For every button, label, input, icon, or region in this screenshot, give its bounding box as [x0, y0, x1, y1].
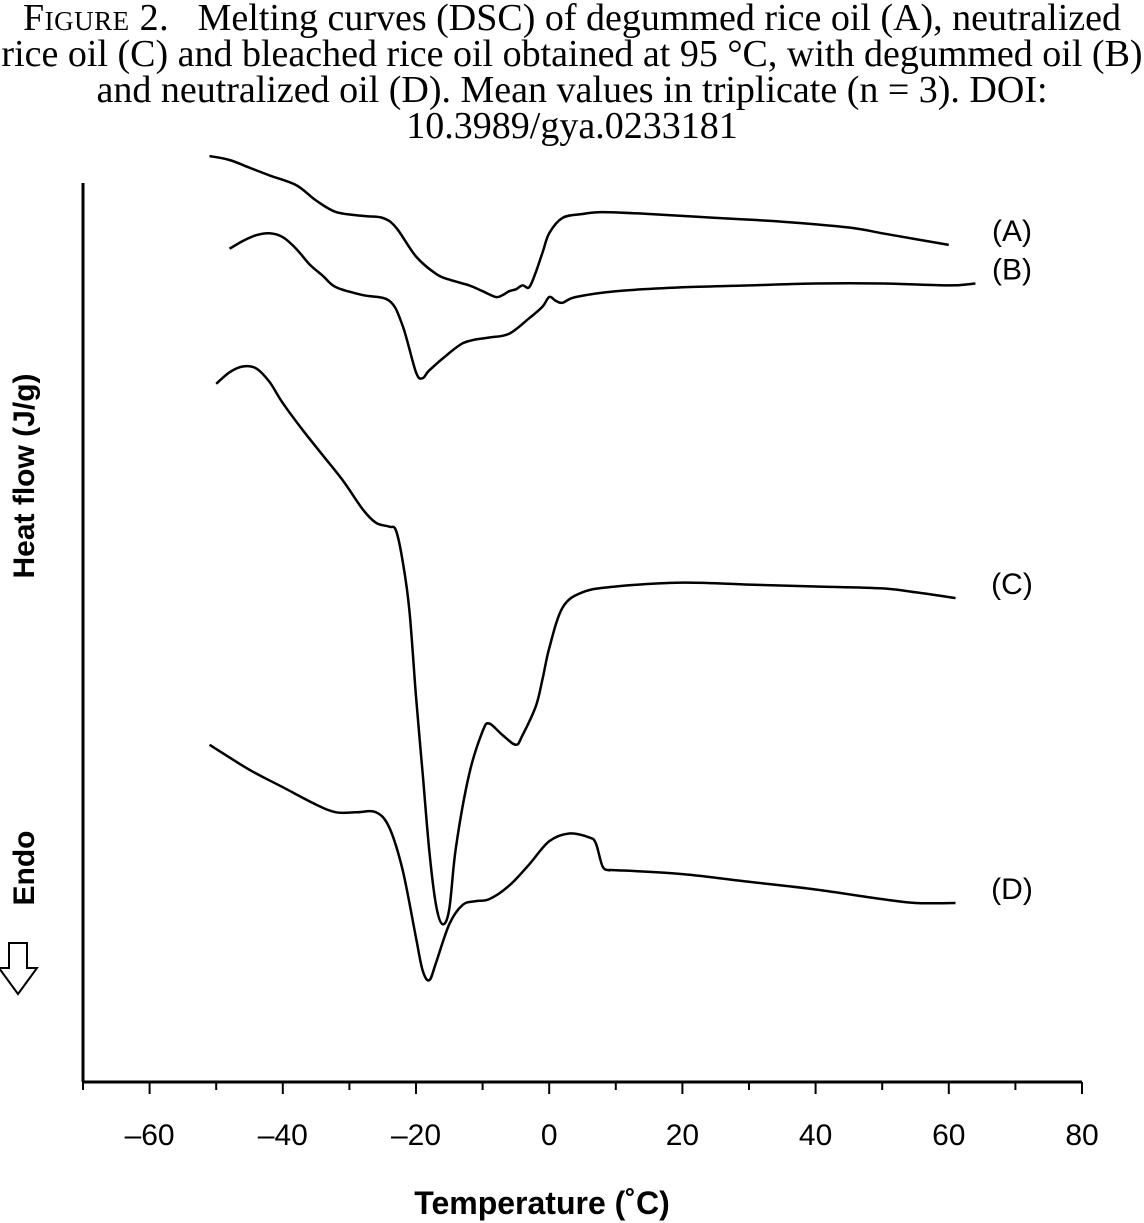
- x-tick-label: –60: [125, 1119, 175, 1152]
- series-label-c: (C): [991, 568, 1033, 601]
- caption-text: Melting curves (DSC) of degummed rice oi…: [1, 0, 1143, 147]
- x-tick-label: –20: [391, 1119, 441, 1152]
- x-axis-label: Temperature (˚C): [414, 1185, 669, 1221]
- endo-label: Endo: [8, 831, 41, 906]
- series-label-b: (B): [992, 254, 1032, 287]
- series-line-c: [215, 364, 956, 926]
- x-tick-label: 80: [1065, 1119, 1098, 1152]
- x-tick-label: 0: [541, 1119, 558, 1152]
- x-tick-label: 40: [799, 1119, 832, 1152]
- series-labels: (A) (B) (C) (D): [991, 215, 1033, 906]
- caption-lead: Figure 2.: [23, 0, 170, 39]
- x-axis: –60 –40 –20 0 20 40 60 80: [82, 1080, 1099, 1152]
- x-tick-label: –40: [258, 1119, 308, 1152]
- series-line-d: [208, 743, 956, 982]
- series-line-b: [228, 231, 976, 380]
- series-layer: [208, 154, 976, 982]
- series-label-a: (A): [992, 215, 1032, 248]
- x-tick-label: 20: [666, 1119, 699, 1152]
- endo-arrow-icon: [0, 942, 39, 996]
- x-tick-label: 60: [932, 1119, 965, 1152]
- series-line-a: [209, 154, 950, 299]
- series-label-d: (D): [991, 873, 1033, 906]
- y-axis-label: Heat flow (J/g): [8, 373, 41, 578]
- x-ticks: –60 –40 –20 0 20 40 60 80: [82, 1082, 1099, 1152]
- figure-caption: Figure 2. Melting curves (DSC) of degumm…: [0, 0, 1144, 147]
